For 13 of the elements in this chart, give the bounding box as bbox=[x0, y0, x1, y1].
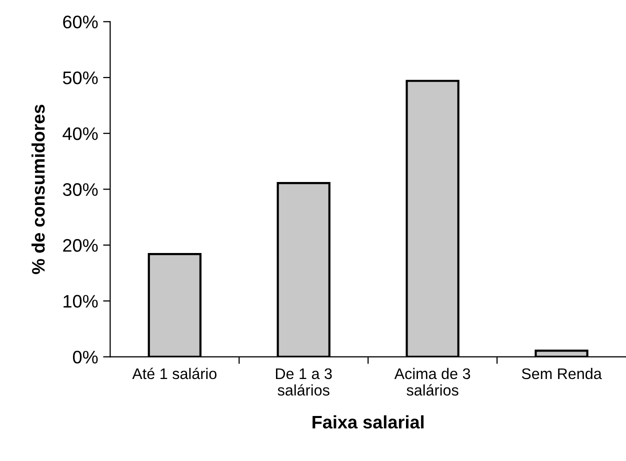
y-axis-title: % de consumidores bbox=[32, 104, 45, 274]
y-tick-label: 30% bbox=[62, 183, 98, 196]
x-axis-title: Faixa salarial bbox=[312, 415, 424, 429]
y-tick-label: 50% bbox=[62, 71, 98, 84]
y-tick-label: 20% bbox=[63, 239, 98, 252]
x-tick-label: Sem Renda bbox=[522, 368, 602, 380]
y-tick-label: 10% bbox=[64, 294, 98, 308]
y-tick-label: 0% bbox=[72, 350, 98, 364]
y-tick-label: 40% bbox=[62, 127, 98, 140]
x-tick-label: Acima de 3 salários bbox=[394, 368, 470, 396]
x-tick-label: Até 1 salário bbox=[132, 368, 216, 380]
y-tick-label: 60% bbox=[63, 16, 98, 28]
x-tick-label: De 1 a 3 salários bbox=[276, 368, 332, 396]
